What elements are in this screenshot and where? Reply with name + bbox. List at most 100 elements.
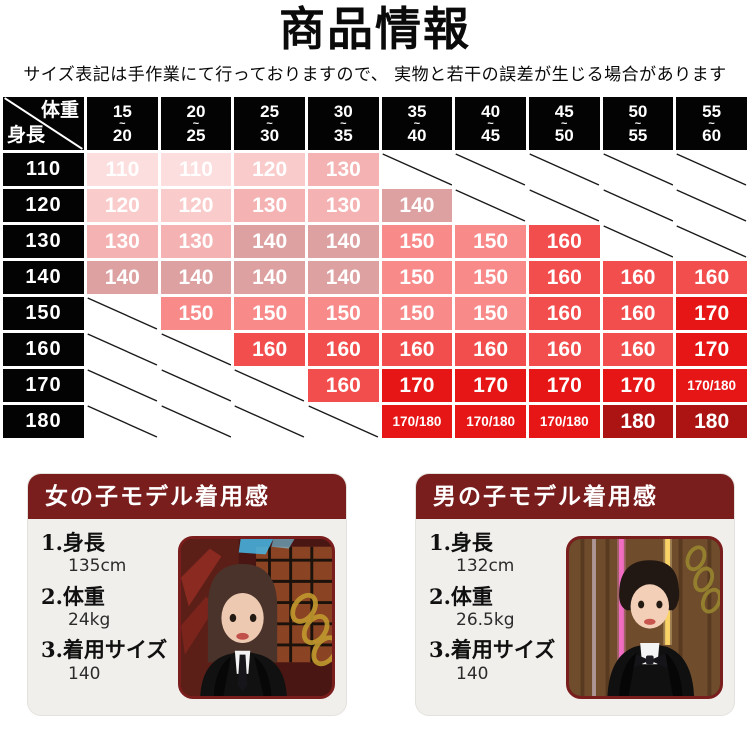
size-cell: 140 [234, 261, 305, 295]
empty-cell [160, 369, 232, 403]
spec-item: 3.着用サイズ 140 [429, 637, 597, 684]
corner-height-label: 身長 [7, 125, 46, 147]
girl-model-card: 女の子モデル着用感 1.身長 135cm 2.体重 24kg 3.着用サイズ 140 [27, 473, 347, 717]
size-cell: 150 [381, 261, 453, 295]
height-row-header: 180 [3, 405, 84, 439]
size-cell: 180 [676, 405, 747, 439]
spec-value: 24kg [68, 609, 111, 630]
size-chart-row: 180 170/180 170/180 170/180 180 180 [3, 405, 747, 439]
size-cell: 160 [602, 297, 674, 331]
size-cell: 170/180 [381, 405, 453, 439]
size-cell: 130 [307, 189, 379, 223]
weight-column-header: 20 ~25 [160, 97, 232, 151]
size-cell: 160 [307, 333, 379, 367]
size-chart-table: 体重 身長 15 ~20 20 ~25 25 ~30 30 ~35 35 ~40 40 ~45 45 ~5… [0, 94, 750, 441]
empty-cell [87, 369, 158, 403]
weight-column-header: 30 ~35 [307, 97, 379, 151]
spec-label: 3.着用サイズ [429, 637, 556, 663]
size-cell: 160 [528, 261, 600, 295]
size-chart-header-row: 体重 身長 15 ~20 20 ~25 25 ~30 30 ~35 35 ~40 40 ~45 45 ~5… [3, 97, 747, 151]
size-cell: 160 [528, 297, 600, 331]
empty-cell [676, 153, 747, 187]
size-cell: 160 [528, 225, 600, 259]
size-cell: 170 [676, 297, 747, 331]
empty-cell [528, 189, 600, 223]
spec-value: 132cm [456, 556, 515, 577]
spec-value: 140 [68, 663, 101, 684]
corner-weight-label: 体重 [40, 100, 79, 122]
height-row-header: 120 [3, 189, 84, 223]
height-row-header: 150 [3, 297, 84, 331]
size-cell: 170/180 [676, 369, 747, 403]
empty-cell [381, 153, 453, 187]
weight-column-header: 15 ~20 [87, 97, 158, 151]
size-cell: 140 [234, 225, 305, 259]
weight-column-header: 40 ~45 [455, 97, 526, 151]
girl-spec-list: 1.身長 135cm 2.体重 24kg 3.着用サイズ 140 [41, 530, 209, 684]
size-cell: 120 [87, 189, 158, 223]
size-cell: 170/180 [528, 405, 600, 439]
weight-column-header: 50 ~55 [602, 97, 674, 151]
height-row-header: 160 [3, 333, 84, 367]
empty-cell [528, 153, 600, 187]
size-cell: 160 [676, 261, 747, 295]
spec-label: 3.着用サイズ [41, 637, 168, 663]
size-cell: 160 [307, 369, 379, 403]
page-subtitle: サイズ表記は手作業にて行っておりますので、 実物と若干の誤差が生じる場合がありま… [23, 65, 727, 86]
spec-value: 140 [456, 663, 489, 684]
size-cell: 140 [307, 225, 379, 259]
girl-model-photo [178, 536, 335, 700]
height-row-header: 170 [3, 369, 84, 403]
weight-column-header: 55 ~60 [676, 97, 747, 151]
size-cell: 150 [160, 297, 232, 331]
corner-header-cell: 体重 身長 [3, 97, 84, 151]
page-title: 商品情報 [279, 2, 471, 56]
size-cell: 170 [528, 369, 600, 403]
boy-model-card: 男の子モデル着用感 1.身長 132cm 2.体重 26.5kg 3.着用サイズ 140 [415, 473, 735, 717]
size-cell: 150 [381, 297, 453, 331]
spec-value: 135cm [68, 556, 127, 577]
spec-label: 2.体重 [41, 583, 105, 609]
size-cell: 120 [234, 153, 305, 187]
size-chart-row: 130 130 130 140 140 150 150 160 [3, 225, 747, 259]
size-cell: 130 [160, 225, 232, 259]
size-cell: 150 [234, 297, 305, 331]
spec-item: 1.身長 135cm [41, 530, 209, 577]
empty-cell [602, 189, 674, 223]
size-cell: 140 [381, 189, 453, 223]
size-cell: 160 [455, 333, 526, 367]
size-cell: 110 [160, 153, 232, 187]
size-cell: 160 [528, 333, 600, 367]
spec-value: 26.5kg [456, 609, 515, 630]
spec-item: 1.身長 132cm [429, 530, 597, 577]
size-cell: 160 [602, 333, 674, 367]
empty-cell [87, 297, 158, 331]
empty-cell [87, 333, 158, 367]
size-cell: 150 [307, 297, 379, 331]
size-cell: 150 [455, 297, 526, 331]
empty-cell [160, 333, 232, 367]
empty-cell [87, 405, 158, 439]
size-cell: 170/180 [455, 405, 526, 439]
empty-cell [455, 153, 526, 187]
boy-card-title: 男の子モデル着用感 [416, 474, 734, 520]
girl-card-body: 1.身長 135cm 2.体重 24kg 3.着用サイズ 140 [28, 519, 346, 716]
size-cell: 160 [602, 261, 674, 295]
size-cell: 160 [234, 333, 305, 367]
spec-label: 1.身長 [429, 530, 493, 556]
size-cell: 130 [87, 225, 158, 259]
size-cell: 160 [381, 333, 453, 367]
height-row-header: 130 [3, 225, 84, 259]
size-chart-row: 140 140 140 140 140 150 150 160 160 160 [3, 261, 747, 295]
empty-cell [602, 225, 674, 259]
size-cell: 140 [307, 261, 379, 295]
size-cell: 180 [602, 405, 674, 439]
spec-item: 2.体重 26.5kg [429, 584, 597, 631]
model-cards: 女の子モデル着用感 1.身長 135cm 2.体重 24kg 3.着用サイズ 140 [27, 473, 750, 717]
size-cell: 140 [87, 261, 158, 295]
size-chart-row: 110 110 110 120 130 [3, 153, 747, 187]
size-cell: 150 [455, 261, 526, 295]
empty-cell [234, 405, 305, 439]
size-cell: 110 [87, 153, 158, 187]
size-cell: 170 [455, 369, 526, 403]
